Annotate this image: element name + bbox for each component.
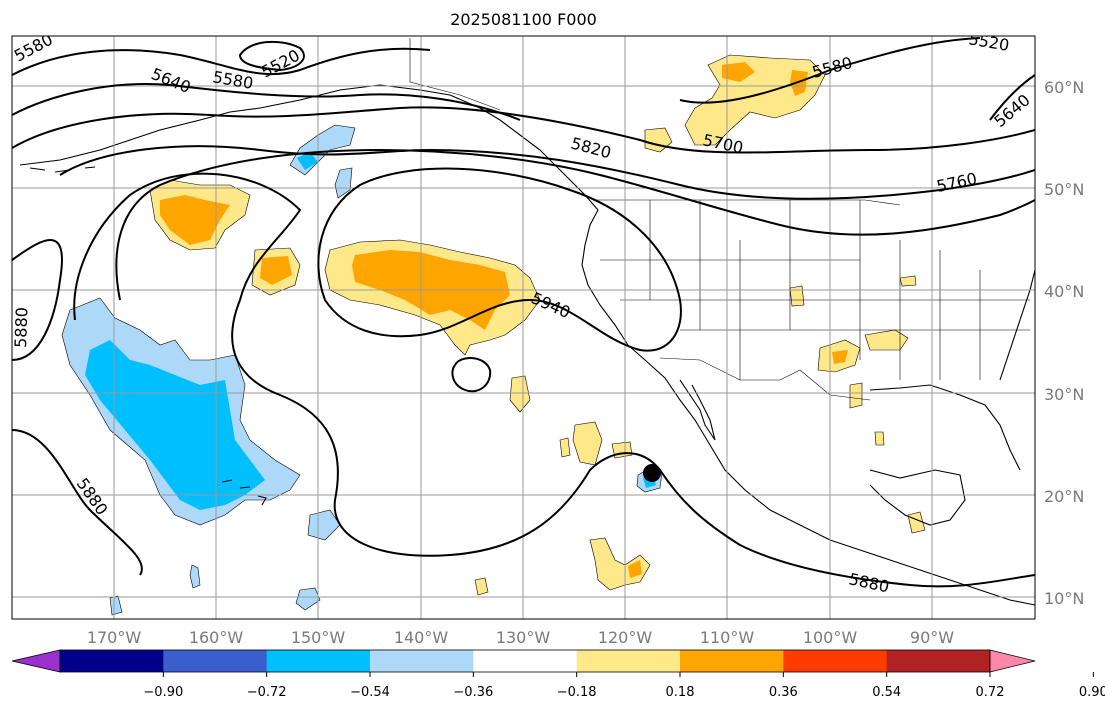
colorbar-segment: [473, 650, 578, 672]
lat-label: 50°N: [1044, 180, 1084, 199]
colorbar-segment: [680, 650, 784, 672]
yellow-blob-tiny-1: [474, 577, 489, 596]
colorbar-tick-label: 0.90: [1079, 685, 1105, 700]
light-blue-small-2: [307, 509, 341, 541]
contour-5880-loop: [73, 172, 1035, 588]
plot-border: [11, 35, 1036, 620]
yellow-blob-tiny-4: [899, 275, 917, 287]
lon-label: 120°W: [598, 628, 653, 647]
yellow-blob-tiny-5: [874, 431, 885, 446]
colorbar-segment: [783, 650, 888, 672]
contour-5640-west: [12, 83, 521, 121]
contour-label: 5880: [11, 307, 31, 348]
light-blue-small-3: [295, 587, 321, 611]
contour-5940: [317, 167, 682, 352]
colorbar-segment: [576, 650, 681, 672]
height-contours: [12, 37, 1035, 588]
colorbar-outline: [59, 649, 991, 673]
lon-label: 160°W: [189, 628, 244, 647]
colorbar: [11, 649, 1036, 673]
gulf-coast: [869, 384, 1021, 471]
contour-5640-east: [989, 74, 1035, 121]
colorbar-tick-label: 0.36: [769, 685, 798, 700]
alaska-coast: [19, 84, 599, 211]
coastlines: [19, 84, 1035, 606]
contour-5580-west: [12, 47, 431, 76]
lon-label: 140°W: [394, 628, 449, 647]
positive-anomaly-fields: [149, 54, 926, 596]
contour-5820-arc: [115, 148, 1035, 301]
alaska-canada-border: [409, 38, 501, 111]
orange-region-gulf-alaska: [160, 195, 230, 245]
orange-blob-texas: [832, 350, 848, 364]
orange-blob-canada-2: [790, 70, 808, 96]
lat-label: 20°N: [1044, 487, 1084, 506]
west-coast-us: [581, 209, 1035, 606]
colorbar-extend-low: [11, 649, 61, 673]
colorbar-tick-label: 0.54: [872, 685, 901, 700]
east-coast-segment: [999, 269, 1035, 381]
colorbar-extend-high: [989, 649, 1036, 673]
yellow-blob-tiny-2: [789, 285, 805, 307]
latitude-labels: 60°N 50°N 40°N 30°N 20°N 10°N: [1044, 78, 1084, 608]
colorbar-segment: [886, 650, 991, 672]
light-blue-small-4: [189, 564, 201, 589]
lon-label: 90°W: [910, 628, 954, 647]
colorbar-tick-label: −0.72: [247, 685, 287, 700]
lon-label: 100°W: [803, 628, 858, 647]
yellow-blob-canada: [684, 54, 826, 146]
colorbar-segment: [266, 650, 371, 672]
contour-5880-main: [12, 239, 143, 576]
blue-blob-north: [297, 152, 318, 170]
colorbar-segment: [370, 650, 474, 672]
lat-label: 10°N: [1044, 589, 1084, 608]
contour-5520: [238, 40, 305, 72]
lon-label: 130°W: [496, 628, 551, 647]
colorbar-segment: [60, 650, 164, 672]
orange-blob-south: [628, 560, 642, 578]
longitude-labels: 170°W 160°W 150°W 140°W 130°W 120°W 110°…: [87, 628, 954, 647]
contour-5760-arc: [59, 145, 1035, 200]
orange-blob-canada-1: [722, 62, 755, 82]
chart-title: 2025081100 F000: [450, 10, 597, 29]
yellow-blob-east-2: [849, 382, 863, 409]
yucatan: [869, 469, 966, 526]
contour-5700-arc: [12, 106, 1035, 154]
yellow-blob-south: [589, 537, 651, 591]
yellow-blob-tiny-3: [907, 511, 926, 534]
contour-5940-small: [451, 357, 492, 393]
lon-label: 110°W: [700, 628, 755, 647]
colorbar-tick-label: 0.72: [976, 685, 1005, 700]
colorbar-tick-label: −0.18: [557, 685, 597, 700]
yellow-blob-east-1: [864, 329, 909, 351]
gridlines: [12, 36, 1035, 619]
hurricane-center-dot: [643, 464, 661, 482]
lat-label: 30°N: [1044, 385, 1084, 404]
contour-5880-ne: [679, 37, 981, 104]
lat-label: 40°N: [1044, 282, 1084, 301]
colorbar-ticks: −0.90 −0.72 −0.54 −0.36 −0.18 0.18 0.36 0.54 0.7…: [143, 672, 1105, 700]
lat-label: 60°N: [1044, 78, 1084, 97]
yellow-blob-sw-3: [559, 437, 571, 458]
hawaii-islands: [221, 479, 267, 506]
colorbar-tick-label: −0.54: [350, 685, 390, 700]
lon-label: 170°W: [87, 628, 142, 647]
light-blue-small-1: [334, 167, 353, 199]
lon-label: 150°W: [291, 628, 346, 647]
blue-region-hawaii: [85, 340, 265, 510]
baja-california: [679, 379, 716, 441]
state-lines: [600, 200, 1030, 380]
colorbar-tick-label: 0.18: [666, 685, 695, 700]
colorbar-tick-label: −0.36: [453, 685, 493, 700]
colorbar-tick-label: −0.90: [143, 685, 183, 700]
colorbar-segment: [163, 650, 268, 672]
orange-blob-1: [260, 256, 292, 285]
